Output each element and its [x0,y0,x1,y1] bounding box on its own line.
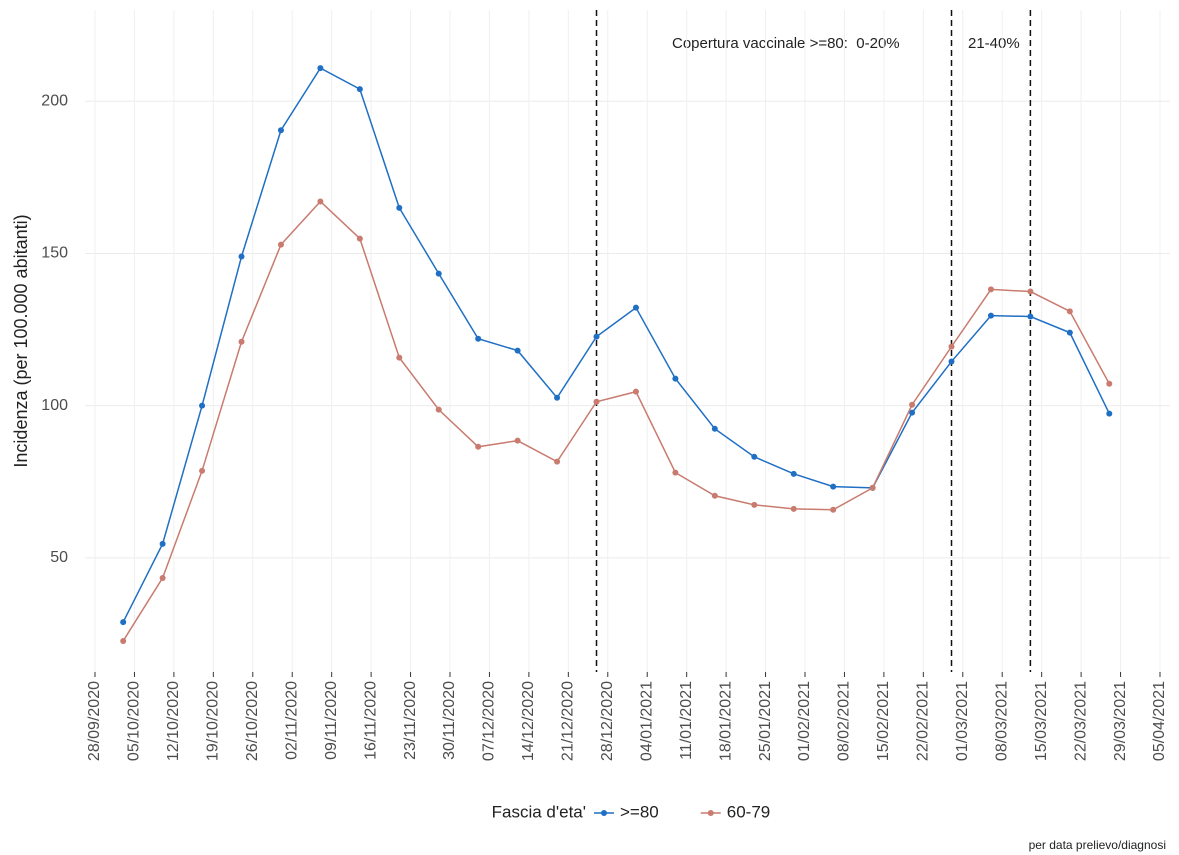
data-point [751,453,758,460]
data-point [277,127,284,134]
x-tick-label: 18/01/2021 [717,681,734,761]
legend-key [601,810,607,816]
data-point [199,467,206,474]
data-point [1106,410,1113,417]
x-tick-label: 26/10/2020 [244,681,261,761]
data-point [356,235,363,242]
data-point [948,343,955,350]
x-tick-label: 07/12/2020 [481,681,498,761]
data-point [987,312,994,319]
x-tick-label: 16/11/2020 [362,681,379,760]
data-point [277,241,284,248]
data-point [751,501,758,508]
data-point [869,484,876,491]
data-point [396,354,403,361]
data-point [238,338,245,345]
data-point [317,198,324,205]
data-point [1027,313,1034,320]
data-point [238,253,245,260]
data-point [475,443,482,450]
data-point [514,347,521,354]
data-point [1066,308,1073,315]
annotation: Copertura vaccinale >=80: 0-20% [672,35,900,52]
x-tick-label: 05/10/2020 [126,681,143,761]
x-tick-label: 05/04/2021 [1151,681,1168,761]
data-point [435,406,442,413]
x-tick-label: 14/12/2020 [520,681,537,761]
x-tick-label: 01/03/2021 [954,681,971,761]
x-tick-label: 28/09/2020 [86,681,103,761]
data-point [475,335,482,342]
caption: per data prelievo/diagnosi [1029,838,1166,852]
x-tick-label: 22/02/2021 [915,681,932,761]
y-axis-label: Incidenza (per 100.000 abitanti) [11,214,31,467]
data-point [593,398,600,405]
legend-label: >=80 [620,802,659,821]
data-point [711,492,718,499]
data-point [120,637,127,644]
data-point [790,505,797,512]
data-point [672,469,679,476]
legend-key [707,810,714,816]
data-point [120,619,127,626]
data-point [830,506,837,513]
data-point [159,574,166,581]
x-tick-label: 08/03/2021 [993,681,1010,761]
x-tick-label: 29/03/2021 [1112,681,1129,761]
x-tick-label: 25/01/2021 [757,681,774,761]
x-tick-label: 23/11/2020 [402,681,419,760]
data-point [1106,380,1113,387]
y-tick-label: 150 [41,245,68,262]
data-point [1066,329,1073,336]
x-tick-label: 15/02/2021 [875,681,892,761]
x-tick-label: 15/03/2021 [1033,681,1050,761]
data-point [514,437,521,444]
data-point [435,270,442,277]
data-point [1027,288,1034,295]
data-point [396,204,403,211]
data-point [159,540,166,547]
series-line [122,67,1110,623]
data-point [632,304,639,311]
x-tick-label: 21/12/2020 [560,681,577,761]
y-tick-label: 100 [41,397,68,414]
x-tick-label: 30/11/2020 [441,681,458,760]
data-point [948,358,955,365]
x-tick-label: 12/10/2020 [165,681,182,761]
x-tick-label: 11/01/2021 [678,681,695,760]
x-tick-label: 28/12/2020 [599,681,616,761]
data-point [554,394,561,401]
data-point [830,483,837,490]
data-point [593,333,600,340]
series-line [122,200,1110,642]
legend-title: Fascia d'eta' [492,802,586,821]
legend-label: 60-79 [727,802,770,821]
data-point [554,458,561,465]
x-tick-label: 02/11/2020 [283,681,300,760]
data-point [672,375,679,382]
y-tick-label: 50 [50,549,68,566]
annotation: 21-40% [968,35,1020,52]
y-tick-label: 200 [41,93,68,110]
x-tick-label: 01/02/2021 [796,681,813,761]
x-tick-label: 22/03/2021 [1072,681,1089,761]
data-point [317,65,324,72]
x-tick-label: 09/11/2020 [323,681,340,760]
data-point [632,388,639,395]
data-point [711,425,718,432]
data-point [909,401,916,408]
data-point [909,409,916,416]
data-point [356,86,363,93]
data-point [199,402,206,409]
data-point [987,286,994,293]
x-tick-label: 08/02/2021 [836,681,853,761]
x-tick-label: 04/01/2021 [638,681,655,761]
x-tick-label: 19/10/2020 [205,681,222,761]
data-point [790,470,797,477]
